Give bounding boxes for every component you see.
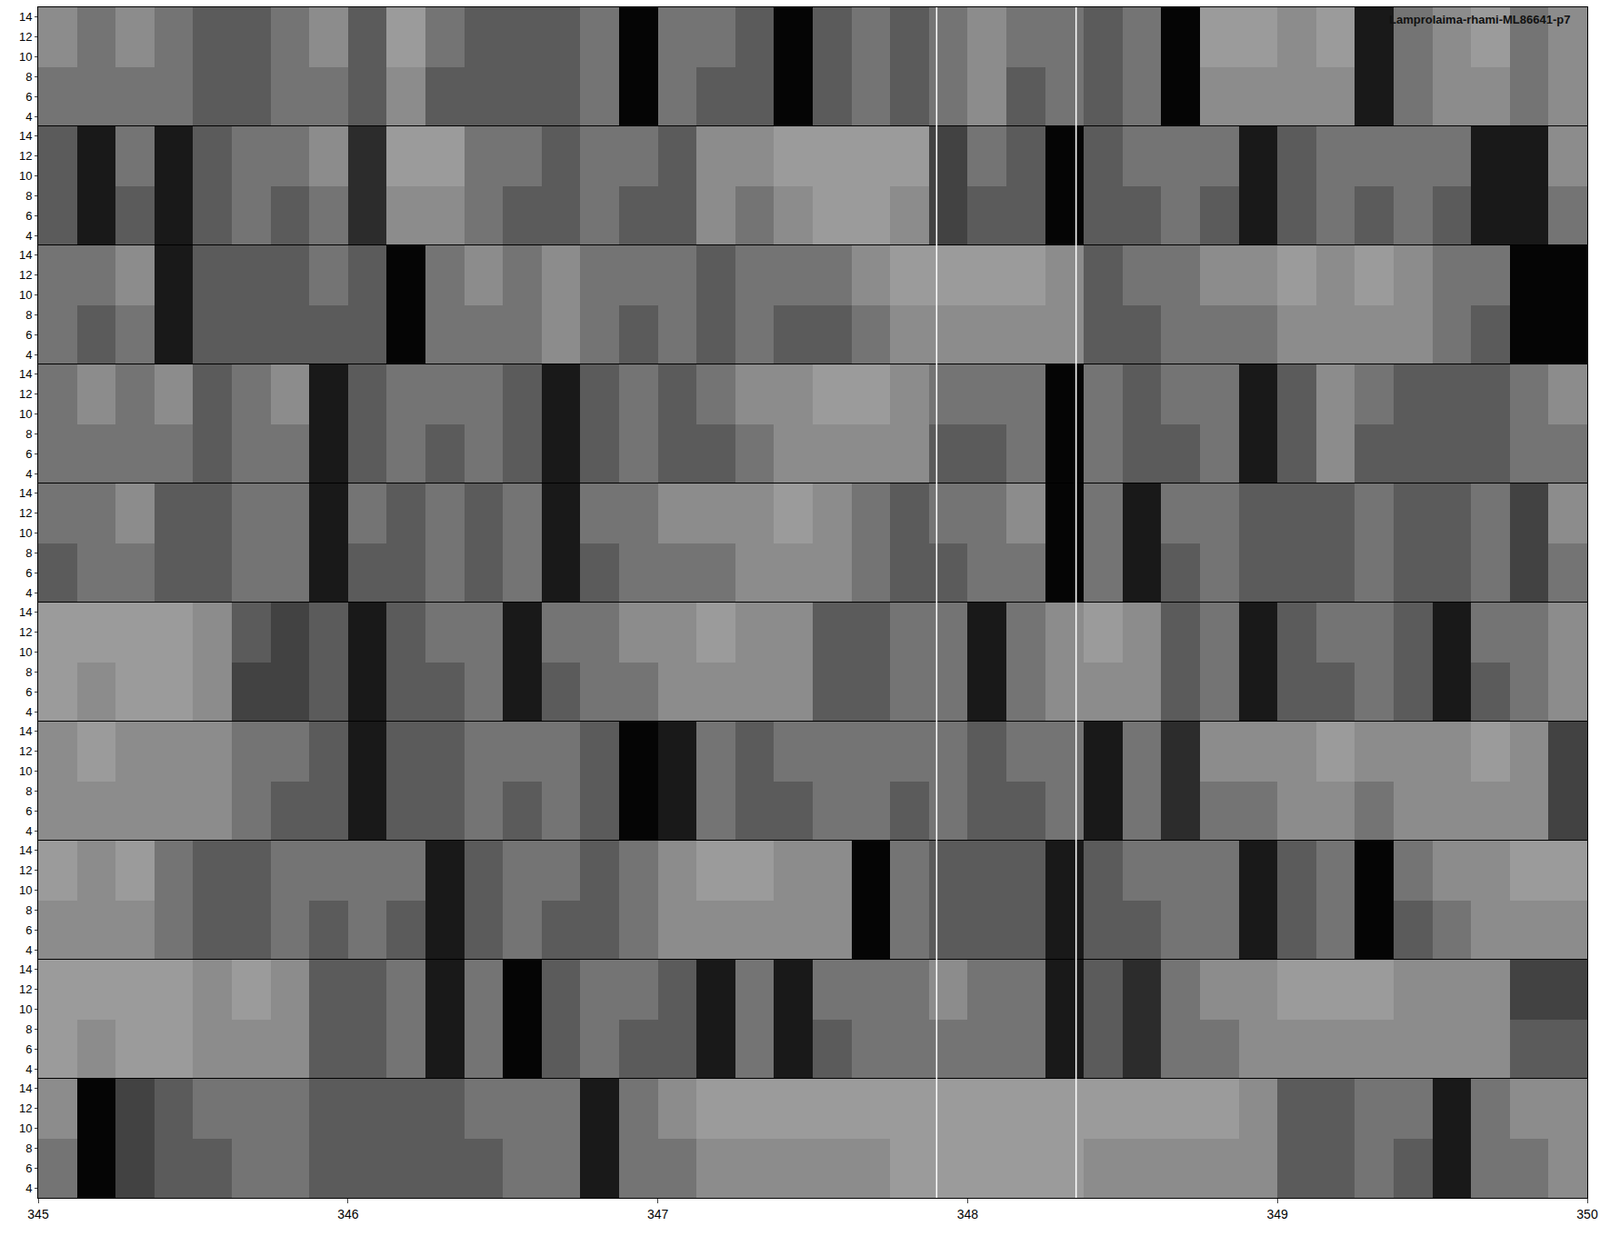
svg-text:12: 12 xyxy=(19,744,32,759)
svg-text:4: 4 xyxy=(25,586,32,600)
svg-text:12: 12 xyxy=(19,863,32,878)
svg-text:12: 12 xyxy=(19,387,32,401)
svg-text:Lamprolaima-rhami-ML86641-p7: Lamprolaima-rhami-ML86641-p7 xyxy=(1389,12,1570,27)
svg-text:14: 14 xyxy=(19,10,32,24)
svg-text:10: 10 xyxy=(19,50,32,64)
svg-text:8: 8 xyxy=(25,903,32,918)
svg-text:4: 4 xyxy=(25,1181,32,1196)
svg-text:10: 10 xyxy=(19,526,32,540)
svg-text:10: 10 xyxy=(19,407,32,421)
svg-text:12: 12 xyxy=(19,30,32,44)
svg-text:4: 4 xyxy=(25,1062,32,1077)
svg-text:12: 12 xyxy=(19,268,32,282)
svg-text:6: 6 xyxy=(25,923,32,938)
svg-text:10: 10 xyxy=(19,288,32,302)
svg-text:8: 8 xyxy=(25,189,32,203)
svg-text:4: 4 xyxy=(25,943,32,958)
svg-text:8: 8 xyxy=(25,784,32,799)
svg-text:12: 12 xyxy=(19,1101,32,1116)
svg-text:12: 12 xyxy=(19,982,32,997)
svg-text:14: 14 xyxy=(19,486,32,500)
svg-text:345: 345 xyxy=(27,1207,50,1222)
svg-text:4: 4 xyxy=(25,467,32,481)
svg-text:4: 4 xyxy=(25,348,32,362)
svg-text:10: 10 xyxy=(19,645,32,660)
svg-text:8: 8 xyxy=(25,665,32,680)
svg-text:14: 14 xyxy=(19,367,32,381)
svg-text:8: 8 xyxy=(25,1141,32,1156)
svg-text:8: 8 xyxy=(25,546,32,560)
svg-text:12: 12 xyxy=(19,625,32,640)
svg-text:348: 348 xyxy=(957,1207,980,1222)
svg-text:346: 346 xyxy=(337,1207,360,1222)
svg-text:350: 350 xyxy=(1576,1207,1599,1222)
svg-text:14: 14 xyxy=(19,724,32,739)
svg-text:6: 6 xyxy=(25,1042,32,1057)
svg-text:4: 4 xyxy=(25,705,32,720)
svg-text:8: 8 xyxy=(25,308,32,322)
svg-text:10: 10 xyxy=(19,1002,32,1017)
svg-text:14: 14 xyxy=(19,1081,32,1096)
svg-text:10: 10 xyxy=(19,169,32,183)
svg-text:6: 6 xyxy=(25,685,32,700)
svg-text:14: 14 xyxy=(19,129,32,143)
svg-text:349: 349 xyxy=(1267,1207,1290,1222)
svg-text:6: 6 xyxy=(25,804,32,819)
svg-text:347: 347 xyxy=(647,1207,670,1222)
svg-text:10: 10 xyxy=(19,764,32,779)
svg-text:10: 10 xyxy=(19,883,32,898)
svg-text:4: 4 xyxy=(25,110,32,124)
svg-text:8: 8 xyxy=(25,1022,32,1037)
svg-text:10: 10 xyxy=(19,1121,32,1136)
svg-text:6: 6 xyxy=(25,328,32,342)
svg-text:4: 4 xyxy=(25,229,32,243)
svg-text:14: 14 xyxy=(19,248,32,262)
svg-text:8: 8 xyxy=(25,427,32,441)
svg-text:14: 14 xyxy=(19,843,32,858)
svg-text:6: 6 xyxy=(25,209,32,223)
svg-text:14: 14 xyxy=(19,605,32,620)
svg-text:8: 8 xyxy=(25,70,32,84)
svg-text:14: 14 xyxy=(19,962,32,977)
svg-text:4: 4 xyxy=(25,824,32,839)
svg-text:6: 6 xyxy=(25,447,32,461)
svg-text:6: 6 xyxy=(25,566,32,580)
svg-text:6: 6 xyxy=(25,1161,32,1176)
svg-text:6: 6 xyxy=(25,90,32,104)
svg-text:12: 12 xyxy=(19,506,32,520)
svg-text:12: 12 xyxy=(19,149,32,163)
